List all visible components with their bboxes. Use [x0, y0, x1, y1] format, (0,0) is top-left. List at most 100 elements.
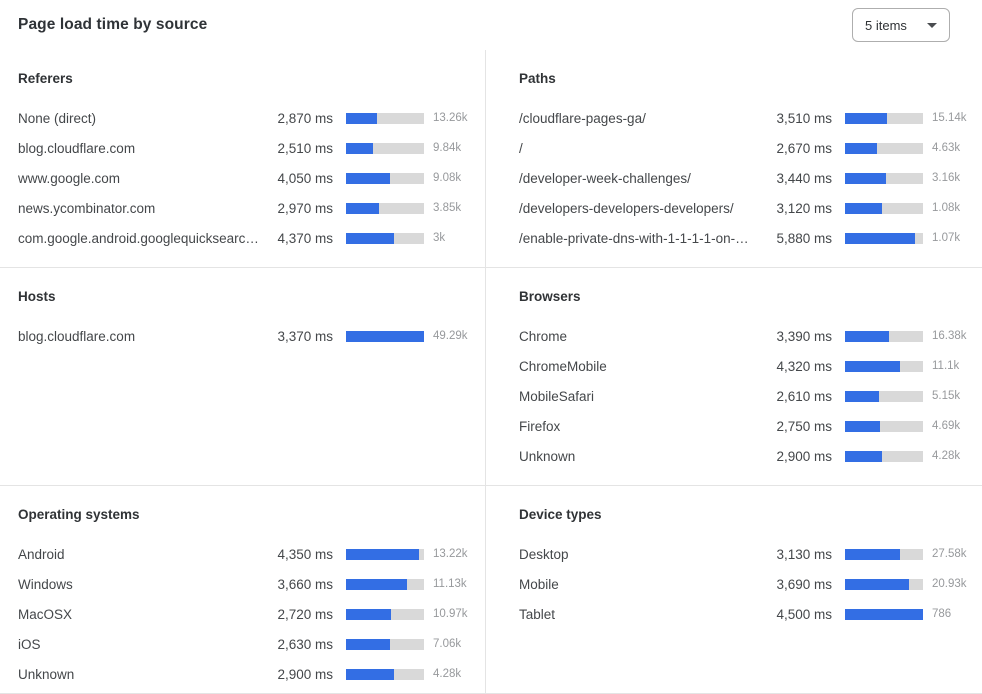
row-ms-value: 2,720 ms: [277, 606, 333, 622]
row-ms-value: 3,440 ms: [776, 170, 832, 186]
table-row: ChromeMobile 4,320 ms 11.1k: [519, 351, 978, 381]
row-ms-value: 3,690 ms: [776, 576, 832, 592]
row-ms-value: 2,900 ms: [776, 448, 832, 464]
row-count: 13.26k: [433, 112, 468, 124]
row-bar: [346, 608, 424, 620]
chevron-down-icon: [927, 22, 937, 28]
row-count: 3.16k: [932, 172, 961, 184]
table-row: Mobile 3,690 ms 20.93k: [519, 569, 978, 599]
row-bar-fill: [845, 330, 889, 342]
row-bar: [346, 142, 424, 154]
table-row: blog.cloudflare.com 3,370 ms 49.29k: [18, 321, 479, 351]
items-count-dropdown[interactable]: 5 items: [852, 8, 950, 42]
table-row: MobileSafari 2,610 ms 5.15k: [519, 381, 978, 411]
table-row: Windows 3,660 ms 11.13k: [18, 569, 479, 599]
panel-hosts: Hosts blog.cloudflare.com 3,370 ms 49.29…: [0, 267, 485, 485]
row-ms-value: 3,660 ms: [277, 576, 333, 592]
row-count: 7.06k: [433, 638, 462, 650]
row-bar-fill: [845, 360, 901, 372]
panel-title-device-types: Device types: [519, 507, 602, 522]
row-label: com.google.android.googlequicksearc…: [18, 230, 259, 246]
row-count: 15.14k: [932, 112, 967, 124]
row-label: news.ycombinator.com: [18, 200, 156, 216]
table-row: /cloudflare-pages-ga/ 3,510 ms 15.14k: [519, 103, 978, 133]
panel-title-paths: Paths: [519, 71, 556, 86]
row-label: Unknown: [519, 448, 576, 464]
row-label: www.google.com: [18, 170, 121, 186]
row-bar-fill: [346, 608, 392, 620]
row-label: Android: [18, 546, 65, 562]
table-row: www.google.com 4,050 ms 9.08k: [18, 163, 479, 193]
row-bar: [845, 360, 923, 372]
row-bar: [845, 142, 923, 154]
row-label: iOS: [18, 636, 41, 652]
row-ms-value: 2,870 ms: [277, 110, 333, 126]
table-row: Firefox 2,750 ms 4.69k: [519, 411, 978, 441]
row-count: 16.38k: [932, 330, 967, 342]
row-bar: [346, 668, 424, 680]
row-bar: [845, 608, 923, 620]
row-bar: [845, 330, 923, 342]
row-label: Windows: [18, 576, 73, 592]
panel-referers: Referers None (direct) 2,870 ms 13.26k b…: [0, 50, 485, 267]
table-row: Android 4,350 ms 13.22k: [18, 539, 479, 569]
panel-title-referers: Referers: [18, 71, 73, 86]
row-bar: [845, 548, 923, 560]
page-title: Page load time by source: [18, 16, 208, 33]
row-count: 27.58k: [932, 548, 967, 560]
table-row: Unknown 2,900 ms 4.28k: [519, 441, 978, 471]
table-row: com.google.android.googlequicksearc… 4,3…: [18, 223, 479, 253]
row-ms-value: 3,120 ms: [776, 200, 832, 216]
row-count: 9.08k: [433, 172, 462, 184]
row-count: 49.29k: [433, 330, 468, 342]
row-bar-fill: [845, 608, 923, 620]
row-bar: [346, 112, 424, 124]
row-bar-fill: [346, 638, 390, 650]
row-bar: [346, 202, 424, 214]
row-label: /enable-private-dns-with-1-1-1-1-on-…: [519, 230, 749, 246]
row-bar: [845, 390, 923, 402]
row-bar-fill: [845, 232, 916, 244]
row-ms-value: 2,750 ms: [776, 418, 832, 434]
row-ms-value: 4,500 ms: [776, 606, 832, 622]
row-ms-value: 3,370 ms: [277, 328, 333, 344]
row-count: 5.15k: [932, 390, 961, 402]
table-row: Desktop 3,130 ms 27.58k: [519, 539, 978, 569]
row-ms-value: 2,970 ms: [277, 200, 333, 216]
row-bar: [845, 202, 923, 214]
row-count: 3k: [433, 232, 446, 244]
row-bar-fill: [845, 548, 900, 560]
row-bar-fill: [346, 202, 379, 214]
row-label: Mobile: [519, 576, 559, 592]
row-label: /developers-developers-developers/: [519, 200, 734, 216]
row-label: MacOSX: [18, 606, 73, 622]
row-count: 786: [932, 608, 952, 620]
row-bar: [346, 330, 424, 342]
row-ms-value: 5,880 ms: [776, 230, 832, 246]
row-ms-value: 3,390 ms: [776, 328, 832, 344]
table-row: blog.cloudflare.com 2,510 ms 9.84k: [18, 133, 479, 163]
row-bar: [845, 450, 923, 462]
row-bar-fill: [346, 232, 394, 244]
row-ms-value: 2,630 ms: [277, 636, 333, 652]
row-bar: [346, 172, 424, 184]
row-ms-value: 4,370 ms: [277, 230, 333, 246]
table-row: iOS 2,630 ms 7.06k: [18, 629, 479, 659]
row-label: blog.cloudflare.com: [18, 140, 136, 156]
row-count: 20.93k: [932, 578, 967, 590]
row-bar-fill: [346, 330, 424, 342]
row-ms-value: 4,320 ms: [776, 358, 832, 374]
table-row: MacOSX 2,720 ms 10.97k: [18, 599, 479, 629]
row-count: 11.13k: [433, 578, 467, 590]
row-bar: [845, 578, 923, 590]
panels-grid: Referers None (direct) 2,870 ms 13.26k b…: [0, 50, 982, 694]
row-count: 9.84k: [433, 142, 462, 154]
row-count: 4.28k: [932, 450, 961, 462]
row-ms-value: 4,050 ms: [277, 170, 333, 186]
row-bar-fill: [845, 112, 888, 124]
row-bar: [845, 112, 923, 124]
table-row: news.ycombinator.com 2,970 ms 3.85k: [18, 193, 479, 223]
row-ms-value: 2,510 ms: [277, 140, 333, 156]
panel-browsers: Browsers Chrome 3,390 ms 16.38k ChromeMo…: [485, 267, 982, 485]
table-row: /enable-private-dns-with-1-1-1-1-on-… 5,…: [519, 223, 978, 253]
